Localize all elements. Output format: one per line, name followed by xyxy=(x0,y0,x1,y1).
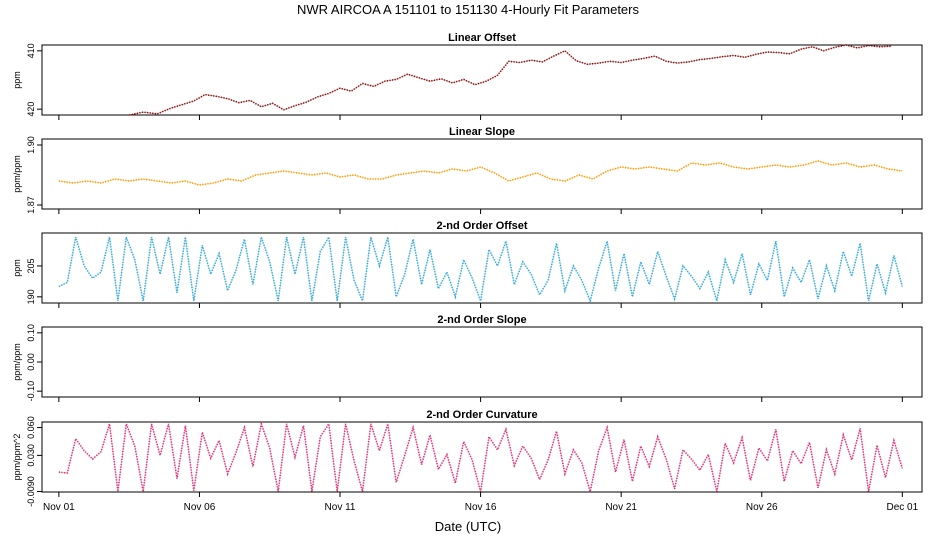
y-axis-label: ppm/ppm xyxy=(12,155,22,193)
y-tick-label: 0.00 xyxy=(26,353,36,371)
panel-title: Linear Offset xyxy=(448,32,516,44)
y-axis-label: ppm xyxy=(12,259,22,277)
panel-1: Linear Offset 410 420 ppm xyxy=(12,32,923,120)
series-line xyxy=(129,44,892,116)
figure-title: NWR AIRCOA A 151101 to 151130 4-Hourly F… xyxy=(297,2,640,17)
panel-title: Linear Slope xyxy=(449,126,515,138)
x-tick-label: Nov 06 xyxy=(184,502,216,513)
series-line xyxy=(58,234,904,305)
panel-title: 2-nd Order Offset xyxy=(436,220,527,232)
plot-frame xyxy=(41,44,923,116)
panel-3: 2-nd Order Offset 190 205 ppm xyxy=(12,220,923,308)
y-axis-label: ppm/ppm xyxy=(12,343,22,381)
plot-frame xyxy=(41,326,923,398)
plot-frame xyxy=(41,421,923,493)
series-line-core xyxy=(58,422,903,492)
panel-title: 2-nd Order Curvature xyxy=(426,409,537,421)
panels: Linear Offset 410 420 ppm Linear Slope 1.87 1.… xyxy=(12,32,923,513)
y-tick-label: 420 xyxy=(26,102,36,117)
x-tick-label: Nov 26 xyxy=(746,502,778,513)
series-line xyxy=(58,420,904,492)
panel-5: 2-nd Order Curvature -0.0090 0.030 0.060 ppm… xyxy=(12,409,923,513)
y-axis-label: ppm/ppm^2 xyxy=(12,434,22,481)
y-axis-label: ppm xyxy=(12,71,22,89)
x-axis-label: Date (UTC) xyxy=(435,519,501,534)
x-tick-label: Nov 16 xyxy=(465,502,497,513)
series-line-core xyxy=(58,236,903,302)
x-tick-label: Nov 11 xyxy=(325,502,356,513)
y-tick-label: 410 xyxy=(26,43,36,58)
panel-2: Linear Slope 1.87 1.90 ppm/ppm xyxy=(12,126,923,214)
y-tick-label: 1.90 xyxy=(26,136,36,154)
x-tick-label: Dec 01 xyxy=(886,502,918,513)
series-line-core xyxy=(58,160,903,186)
panel-title: 2-nd Order Slope xyxy=(437,314,526,326)
y-tick-label: -0.10 xyxy=(26,381,36,402)
y-tick-label: 0.030 xyxy=(26,444,36,467)
y-tick-label: 0.060 xyxy=(26,416,36,439)
x-tick-label: Nov 21 xyxy=(605,502,637,513)
y-tick-label: 0.10 xyxy=(26,324,36,342)
y-tick-label: -0.0090 xyxy=(26,476,36,507)
series-line xyxy=(58,160,903,186)
series-line-core xyxy=(129,44,892,116)
y-tick-label: 190 xyxy=(26,289,36,304)
plot-frame xyxy=(41,138,923,210)
plot-frame xyxy=(41,232,923,304)
panel-4: 2-nd Order Slope -0.10 0.00 0.10 ppm/ppm xyxy=(12,314,923,402)
x-tick-label: Nov 01 xyxy=(43,502,75,513)
y-tick-label: 205 xyxy=(26,258,36,273)
y-tick-label: 1.87 xyxy=(26,196,36,214)
